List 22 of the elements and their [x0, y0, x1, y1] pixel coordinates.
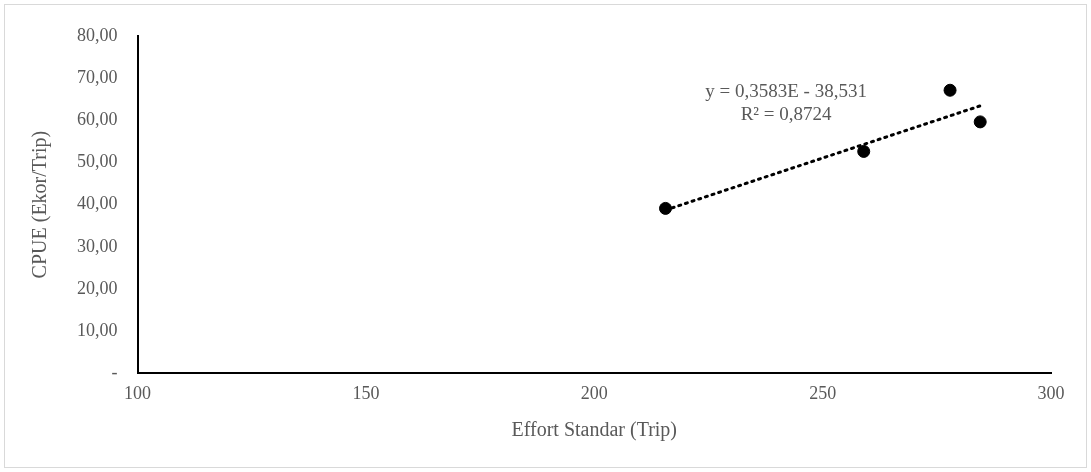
x-tick-label: 100 [124, 382, 151, 403]
x-tick-label: 300 [1037, 382, 1065, 403]
point [857, 144, 871, 158]
y-tick-label: - [111, 362, 118, 383]
point [659, 201, 672, 215]
annotation: y = 0,3583E - 38,531 [705, 79, 867, 101]
y-tick-label: 20,00 [77, 277, 118, 298]
y-tick-label: 10,00 [77, 319, 118, 340]
annotation: R² = 0,8724 [740, 102, 832, 124]
y-tick-label: 60,00 [77, 108, 118, 129]
x-tick-label: 150 [352, 382, 380, 403]
y-tick-label: 40,00 [77, 193, 118, 214]
x-axis-title: Effort Standar (Trip) [511, 418, 678, 442]
x-tick-label: 250 [809, 382, 837, 403]
point [973, 115, 987, 129]
x-tick-label: 200 [580, 382, 608, 403]
y-tick-label: 30,00 [77, 235, 118, 256]
y-tick-label: 80,00 [77, 24, 118, 45]
point [943, 83, 957, 97]
y-tick-label: 50,00 [77, 151, 118, 172]
y-axis-title: CPUE (Ekor/Trip) [28, 130, 52, 279]
y-tick-label: 70,00 [77, 66, 118, 87]
